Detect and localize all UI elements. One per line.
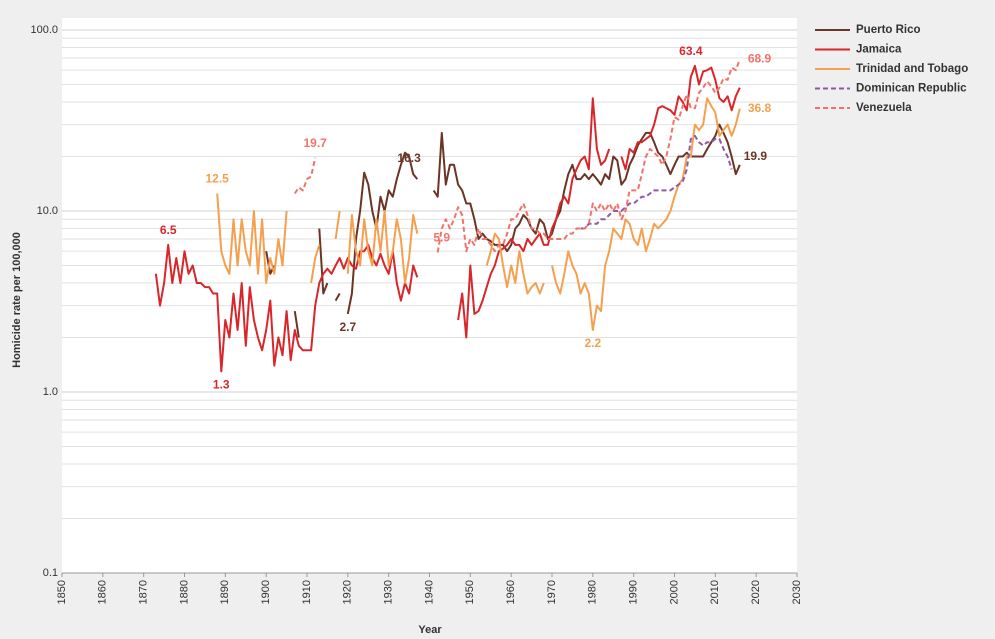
legend-label: Trinidad and Tobago (856, 63, 968, 75)
data-label: 63.4 (679, 44, 703, 58)
x-tick-label: 1880 (178, 580, 190, 604)
data-label: 36.8 (748, 101, 772, 115)
data-label: 1.3 (213, 378, 230, 392)
x-tick-label: 1890 (219, 580, 231, 604)
x-tick-label: 1950 (464, 580, 476, 604)
legend-label: Venezuela (856, 102, 912, 114)
x-tick-label: 1940 (423, 580, 435, 604)
series-line (580, 134, 733, 230)
plot-area (62, 18, 797, 573)
data-label: 5.9 (433, 231, 450, 245)
x-tick-label: 1850 (56, 580, 68, 604)
x-tick-label: 1980 (587, 580, 599, 604)
x-tick-label: 1920 (342, 580, 354, 604)
x-tick-label: 1990 (628, 580, 640, 604)
legend-label: Puerto Rico (856, 24, 921, 36)
data-label: 68.9 (748, 51, 772, 65)
data-label: 2.7 (339, 320, 356, 334)
data-label: 2.2 (584, 336, 601, 350)
x-tick-label: 1870 (138, 580, 150, 604)
legend-label: Dominican Republic (856, 83, 967, 95)
data-label: 19.9 (744, 149, 768, 163)
x-tick-label: 1900 (260, 580, 272, 604)
x-axis-title: Year (418, 624, 442, 636)
series-line (293, 58, 741, 253)
data-label: 19.7 (303, 136, 327, 150)
x-tick-label: 1960 (505, 580, 517, 604)
x-tick-label: 2010 (709, 580, 721, 604)
x-tick-label: 2030 (791, 580, 803, 604)
x-tick-label: 1970 (546, 580, 558, 604)
data-label: 12.5 (205, 172, 229, 186)
legend-label: Jamaica (856, 44, 902, 56)
data-label: 16.3 (397, 151, 421, 165)
x-tick-label: 1860 (97, 580, 109, 604)
y-tick-label: 100.0 (30, 24, 58, 36)
x-tick-label: 2020 (750, 580, 762, 604)
x-tick-label: 2000 (668, 580, 680, 604)
y-axis-title: Homicide rate per 100,000 (11, 232, 23, 368)
series-line (216, 97, 741, 331)
x-tick-label: 1910 (301, 580, 313, 604)
y-tick-label: 0.1 (43, 567, 58, 579)
x-tick-label: 1930 (383, 580, 395, 604)
y-tick-label: 1.0 (43, 386, 58, 398)
data-label: 6.5 (160, 223, 177, 237)
y-tick-label: 10.0 (37, 205, 58, 217)
series-line (265, 123, 741, 338)
